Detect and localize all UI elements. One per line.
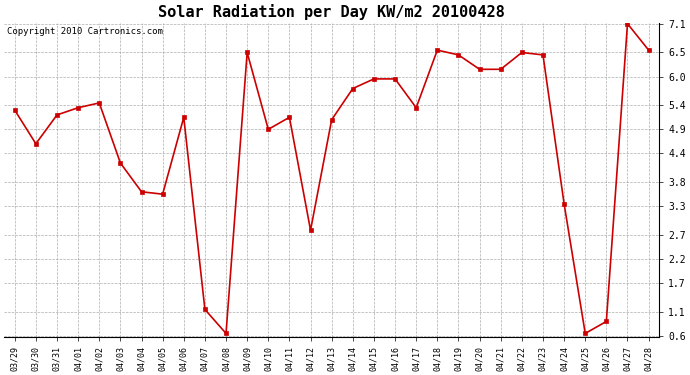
Title: Solar Radiation per Day KW/m2 20100428: Solar Radiation per Day KW/m2 20100428 (158, 4, 505, 20)
Text: Copyright 2010 Cartronics.com: Copyright 2010 Cartronics.com (8, 27, 164, 36)
